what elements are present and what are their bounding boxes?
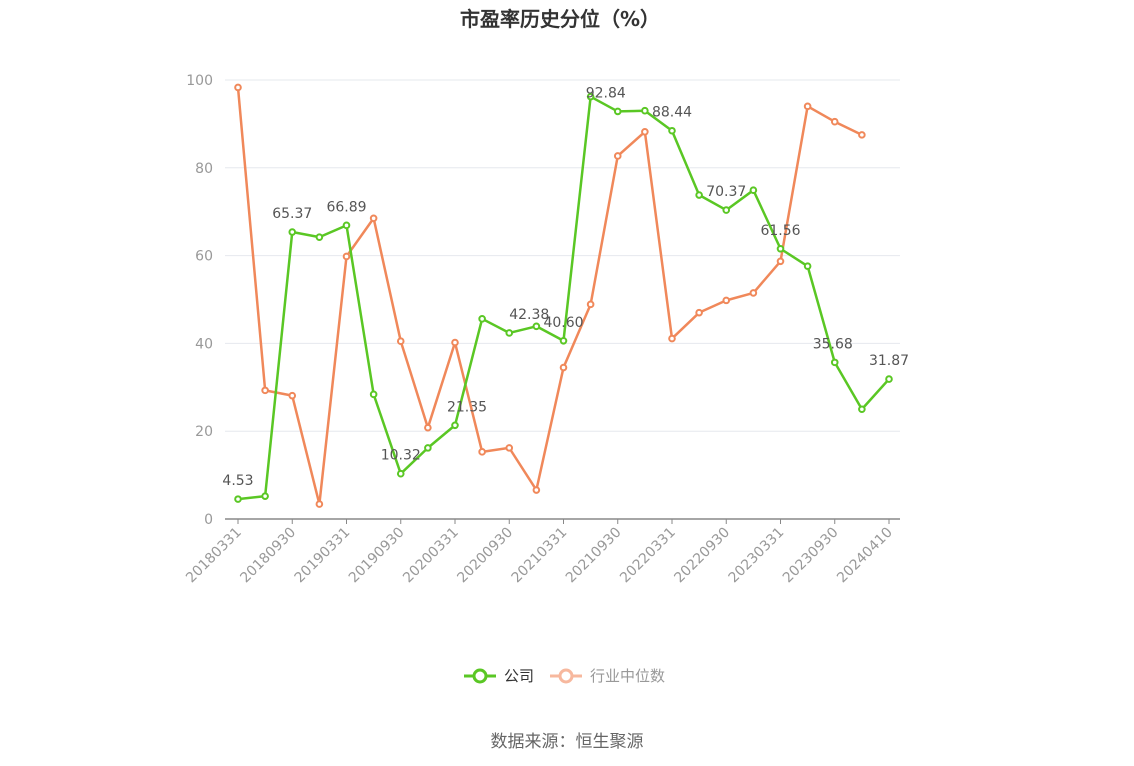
legend-marker-company (472, 668, 488, 684)
x-tick-label: 20240410 (834, 525, 896, 587)
data-label: 35.68 (813, 336, 853, 352)
data-point-company (342, 221, 351, 230)
data-label: 61.56 (760, 223, 800, 239)
data-point-industry-median (776, 257, 785, 266)
y-tick-label: 80 (195, 161, 213, 177)
data-point-company (234, 495, 242, 503)
data-point-company (668, 126, 676, 135)
data-point-company (396, 469, 405, 478)
x-tick-label: 20220930 (671, 525, 733, 587)
data-point-industry-median (803, 102, 812, 111)
data-point-industry-median (315, 500, 324, 508)
data-point-industry-median (424, 423, 432, 432)
data-label: 31.87 (869, 353, 909, 369)
y-axis: 0 20 40 60 80 100 (186, 73, 213, 528)
chart-title: 市盈率历史分位（%） (460, 7, 660, 31)
series-line-company (237, 95, 890, 501)
data-point-industry-median (505, 444, 514, 452)
data-point-company (424, 444, 432, 452)
data-point-company (830, 358, 839, 367)
data-point-company (613, 107, 622, 116)
data-point-company (261, 492, 269, 500)
series-layer (234, 83, 893, 508)
legend-item-company[interactable]: 公司 (464, 667, 534, 685)
data-label: 21.35 (447, 399, 487, 415)
data-point-company (858, 405, 866, 414)
data-point-company (722, 206, 731, 214)
legend-label-company: 公司 (504, 667, 534, 685)
x-tick-label: 20190930 (346, 525, 408, 587)
x-tick-label: 20220331 (617, 525, 679, 587)
data-point-company (451, 421, 459, 430)
data-label: 88.44 (652, 105, 692, 121)
x-tick-label: 20180331 (183, 525, 245, 587)
data-label: 4.53 (222, 473, 253, 489)
data-point-industry-median (749, 289, 758, 297)
data-label: 10.32 (381, 448, 421, 464)
data-point-company (315, 233, 324, 241)
data-point-company (369, 390, 378, 399)
x-axis: 2018033120180930201903312019093020200331… (183, 518, 900, 587)
data-label: 65.37 (272, 206, 312, 222)
data-point-company (885, 375, 893, 383)
data-point-industry-median (695, 308, 703, 317)
data-point-company (749, 186, 758, 194)
series-line-industry-median (236, 87, 863, 506)
data-label: 42.38 (509, 307, 549, 323)
data-point-company (505, 329, 514, 337)
legend-item-industry-median[interactable]: 行业中位数 (550, 667, 665, 685)
data-label: 66.89 (326, 199, 366, 215)
x-tick-label: 20210930 (563, 525, 625, 587)
data-point-industry-median (641, 128, 649, 136)
data-point-industry-median (234, 83, 242, 92)
data-label: 70.37 (706, 184, 746, 200)
x-tick-label: 20200930 (454, 525, 516, 587)
data-point-industry-median (559, 363, 568, 372)
y-tick-label: 60 (195, 249, 213, 265)
y-tick-label: 40 (195, 336, 213, 352)
y-tick-label: 20 (195, 424, 213, 440)
data-point-industry-median (668, 334, 676, 343)
data-point-company (803, 262, 812, 270)
y-tick-label: 0 (204, 512, 213, 528)
legend-marker-industry-median (558, 668, 574, 684)
data-point-company (532, 322, 541, 331)
data-point-company (776, 244, 785, 253)
data-point-industry-median (342, 252, 351, 261)
x-tick-label: 20210331 (509, 525, 571, 587)
data-point-industry-median (532, 486, 541, 494)
data-point-industry-median (369, 214, 378, 223)
x-tick-label: 20190331 (292, 525, 354, 587)
data-label: 92.84 (586, 85, 626, 101)
data-point-company (559, 336, 568, 345)
data-point-industry-median (288, 391, 297, 400)
data-point-industry-median (830, 117, 839, 126)
data-point-industry-median (451, 338, 459, 347)
data-point-industry-median (478, 448, 486, 456)
data-point-industry-median (613, 152, 622, 160)
data-label: 40.60 (543, 315, 583, 331)
x-tick-label: 20200331 (400, 525, 462, 587)
y-tick-label: 100 (186, 73, 213, 89)
x-tick-label: 20230331 (726, 525, 788, 587)
data-point-industry-median (722, 296, 731, 305)
data-point-company (695, 191, 703, 199)
data-point-industry-median (261, 386, 269, 395)
data-point-industry-median (586, 300, 595, 309)
grid-lines (225, 79, 900, 432)
x-tick-label: 20230930 (780, 525, 842, 587)
data-point-company (586, 92, 595, 101)
legend-label-industry-median: 行业中位数 (590, 667, 665, 685)
data-point-company (288, 228, 297, 236)
data-point-industry-median (858, 131, 866, 139)
data-point-industry-median (396, 337, 405, 346)
x-tick-label: 20180930 (237, 525, 299, 587)
data-point-company (641, 106, 649, 115)
data-source-note: 数据来源：恒生聚源 (491, 732, 644, 752)
legend: 公司 行业中位数 (464, 667, 665, 685)
data-point-company (478, 315, 486, 323)
